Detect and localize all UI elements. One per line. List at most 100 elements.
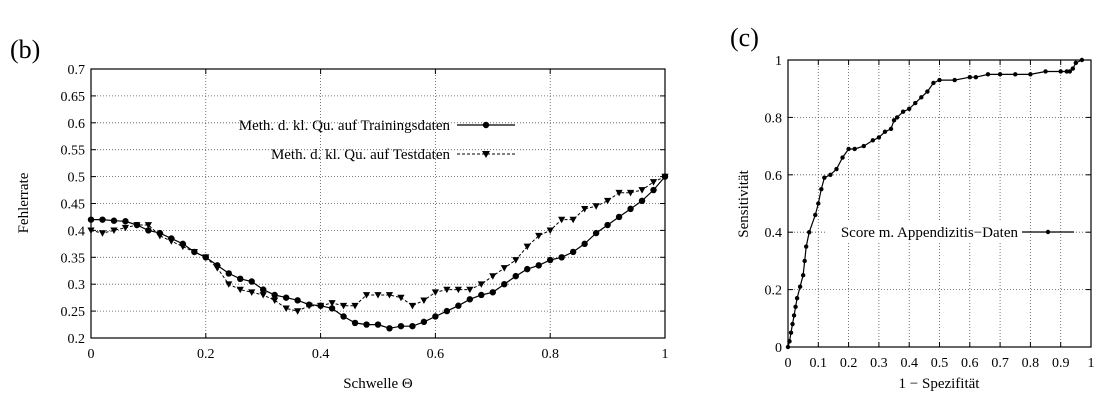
- chart-b-series-2-point: [317, 302, 325, 310]
- chart-c-ytick-label: 0: [775, 341, 782, 356]
- chart-b-xtick-label: 0.8: [541, 347, 559, 362]
- chart-b-series-2-point: [362, 292, 371, 299]
- chart-b-series-1-point: [478, 291, 485, 299]
- chart-b-series-2-point: [271, 297, 279, 304]
- chart-b-series-2-point: [649, 179, 658, 186]
- chart-c-series-1-point: [1070, 66, 1076, 71]
- chart-c-series-1-point: [840, 155, 845, 160]
- chart-b-series-1-point: [248, 278, 255, 285]
- chart-b-series-2-point: [592, 203, 600, 210]
- chart-b-series-2-point: [558, 216, 566, 224]
- chart-c-series-1-point: [822, 175, 827, 180]
- chart-c-series-1-point: [907, 106, 912, 111]
- chart-b-legend-marker-1: [482, 121, 490, 129]
- chart-c-xtick-label: 0: [785, 356, 792, 371]
- chart-c-series-1-point: [1043, 69, 1048, 74]
- chart-c-ytick-label: 0.8: [765, 111, 783, 126]
- chart-b-series-2-point: [236, 286, 244, 294]
- chart-b-xtick-label: 0.2: [197, 347, 215, 362]
- chart-b-ytick-label: 0.7: [68, 63, 86, 78]
- chart-b-series-2-point: [282, 305, 290, 313]
- chart-c-series-1-point: [967, 75, 972, 80]
- chart-c-xtick-label: 0.4: [900, 356, 918, 371]
- chart-c-series-1-point: [802, 258, 807, 264]
- chart-b-series-1-point: [340, 313, 347, 320]
- chart-c-series-1-point: [787, 339, 792, 344]
- chart-b-series-1-point: [397, 322, 405, 330]
- chart-b-series-2-point: [248, 289, 256, 296]
- chart-c-xtick-label: 0.3: [870, 356, 888, 371]
- chart-b-series-1-point: [99, 216, 106, 223]
- chart-b-series-2-point: [500, 265, 508, 272]
- chart-b-series-2-point: [374, 292, 382, 299]
- chart-b-series-2-point: [420, 297, 428, 304]
- chart-b-series-2-point: [339, 302, 348, 310]
- chart-c-xtick-label: 0.1: [810, 356, 828, 371]
- chart-b-series-1-point: [409, 322, 416, 330]
- chart-b-ytick-label: 0.45: [61, 198, 86, 213]
- chart-c-ytick-label: 0.4: [765, 226, 783, 241]
- chart-c-series-1-point: [1073, 60, 1079, 66]
- chart-c-xtick-label: 0.6: [961, 356, 979, 371]
- chart-c-series-1-point: [846, 146, 851, 152]
- chart-c-series-1-point: [931, 80, 936, 86]
- chart-b-series-1-point: [581, 240, 588, 248]
- chart-c-series-1-point: [973, 75, 979, 80]
- chart-b-series-2-line: [90, 176, 666, 312]
- chart-b-series-2-point: [156, 232, 164, 240]
- chart-b-series-1-point: [87, 216, 95, 223]
- chart-c-series-1-line: [787, 59, 1083, 348]
- chart-b-series-1-point: [592, 229, 600, 237]
- chart-b-series-2-point: [190, 249, 198, 256]
- chart-b-series-1-point: [501, 281, 508, 288]
- chart-c-series-1-point: [876, 135, 882, 140]
- chart-b-ytick-label: 0.5: [68, 171, 86, 186]
- chart-c-series-1-point: [834, 166, 839, 172]
- chart-b-series-1-point: [524, 265, 531, 273]
- chart-b-series-2-point: [477, 281, 485, 288]
- chart-b-series-2-point: [431, 289, 439, 296]
- chart-b-series-1-point: [122, 218, 129, 225]
- chart-c-series-1-point: [790, 321, 795, 327]
- chart-c-series-1-point: [919, 95, 924, 100]
- chart-c-ticks: 0 0.2 0.4 0.6 0.8 1 0 0.1 0.2 0.3 0.4 0.5 0.6 0.7 0.8 0…: [765, 54, 1095, 371]
- chart-b-series-1-point: [294, 297, 301, 304]
- chart-b-series-2-point: [328, 300, 336, 307]
- chart-b-series-1-point: [260, 286, 267, 293]
- chart-c-series-1-point: [985, 72, 991, 77]
- chart-b-series-2-point: [385, 292, 394, 299]
- chart-b-series-2-point: [179, 243, 187, 251]
- chart-b-series-1-point: [386, 325, 393, 332]
- chart-b-legend-label-2: Meth. d. kl. Qu. auf Testdaten: [271, 147, 451, 163]
- chart-b-series-1-line: [91, 176, 666, 329]
- chart-b-series-1-point: [455, 302, 462, 309]
- chart-c-series-1-point: [870, 138, 876, 143]
- chart-b-series-1-point: [627, 205, 634, 213]
- chart-b-series-1-point: [466, 296, 474, 303]
- chart-c: (c) 0 0.2 0.4 0.6 0.8 1 0 0.1 0.2 0.3 0.4 0.5 0.6 0.7…: [730, 23, 1095, 392]
- chart-b-series-2-point: [408, 302, 417, 310]
- chart-b-series-2-point: [615, 189, 623, 197]
- chart-b-series-2-point: [489, 273, 497, 280]
- chart-c-series-1-point: [891, 118, 897, 123]
- chart-c-series-1-point: [794, 296, 800, 301]
- chart-c-series-1-point: [813, 212, 818, 218]
- chart-b-series-2-point: [604, 197, 612, 205]
- chart-c-ytick-label: 1: [775, 54, 782, 69]
- chart-b-series-2-point: [294, 308, 302, 315]
- chart-c-series-1-point: [816, 201, 821, 206]
- chart-b-legend-marker-2: [482, 151, 490, 158]
- chart-b-series-1-point: [420, 318, 428, 326]
- chart-b-series-1-point: [282, 294, 290, 301]
- chart-c-series-1-point: [1028, 72, 1033, 77]
- chart-c-series-1-point: [803, 244, 809, 249]
- chart-c-series-1-point: [882, 129, 888, 134]
- chart-b-series-2-point: [638, 187, 646, 194]
- chart-b-series-2-point: [259, 292, 267, 299]
- chart-b-series-2-point: [351, 302, 359, 310]
- chart-c-series-1-point: [807, 230, 812, 235]
- chart-c-panel-label: (c): [730, 23, 759, 52]
- chart-c-series-1-point: [894, 115, 900, 120]
- chart-b-ytick-label: 0.65: [61, 90, 86, 105]
